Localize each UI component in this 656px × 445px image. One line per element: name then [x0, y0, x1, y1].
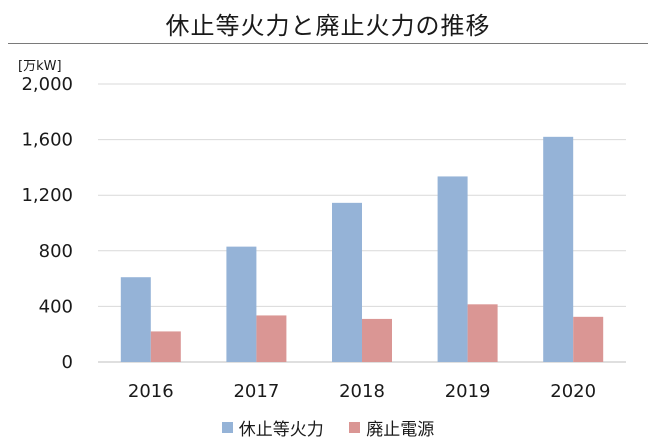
legend-swatch-series-1 [221, 422, 233, 433]
x-tick-label: 2018 [339, 381, 385, 402]
bar-series-1 [226, 246, 257, 362]
legend-item-series-1: 休止等火力 [221, 415, 324, 440]
title-divider [8, 43, 648, 44]
legend-item-series-2: 廃止電源 [349, 415, 434, 440]
bar-series-2 [150, 331, 181, 362]
bar-series-1 [543, 136, 574, 362]
legend-swatch-series-2 [349, 422, 361, 433]
bar-series-2 [573, 316, 604, 362]
y-tick-label: 2,000 [21, 74, 73, 95]
bars [120, 136, 604, 362]
y-tick-label: 1,200 [21, 185, 73, 206]
chart-title: 休止等火力と廃止火力の推移 [165, 12, 491, 40]
y-tick-label: 1,600 [21, 130, 73, 151]
bar-series-2 [256, 315, 287, 362]
bar-series-1 [120, 277, 151, 362]
x-tick-label: 2017 [233, 381, 279, 402]
y-axis-unit-label: [万kW] [18, 59, 62, 74]
x-tick-label: 2019 [445, 381, 491, 402]
legend-label-series-1: 休止等火力 [238, 420, 324, 440]
x-tick-label: 2020 [550, 381, 596, 402]
y-tick-label: 400 [39, 296, 73, 317]
bar-series-2 [362, 318, 392, 362]
y-tick-labels: 0 400 800 1,200 1,600 2,000 [21, 74, 73, 373]
y-tick-label: 0 [62, 352, 73, 373]
legend-label-series-2: 廃止電源 [366, 420, 435, 440]
y-tick-label: 800 [39, 241, 73, 262]
x-tick-labels: 2016 2017 2018 2019 2020 [128, 381, 596, 402]
legend: 休止等火力 廃止電源 [0, 415, 656, 440]
bar-series-1 [332, 202, 362, 362]
bar-series-2 [467, 304, 498, 362]
bar-series-1 [437, 176, 468, 362]
x-tick-label: 2016 [128, 381, 174, 402]
